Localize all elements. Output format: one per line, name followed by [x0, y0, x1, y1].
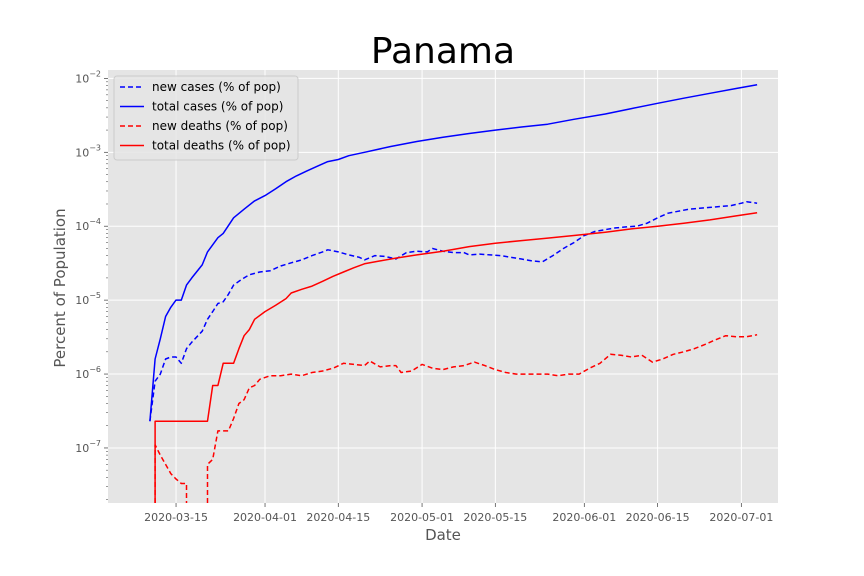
- x-tick-label: 2020-06-01: [552, 511, 616, 524]
- series-line-new-cases: [149, 200, 758, 422]
- axes: 10−7 10−6 10−5 10−4 10−3 10−2 2020-03-15 2020-0…: [75, 69, 773, 524]
- x-tick-label: 2020-06-15: [626, 511, 690, 524]
- legend-label-new-deaths: new deaths (% of pop): [152, 119, 288, 133]
- legend-label-total-deaths: total deaths (% of pop): [152, 139, 291, 153]
- series-layer: [149, 84, 758, 503]
- legend-label-new-cases: new cases (% of pop): [152, 80, 281, 94]
- legend-label-total-cases: total cases (% of pop): [152, 100, 283, 114]
- x-tick-label: 2020-05-15: [463, 511, 527, 524]
- y-tick-label: 10−4: [75, 217, 101, 233]
- x-tick-label: 2020-07-01: [709, 511, 773, 524]
- y-tick-label: 10−2: [75, 69, 101, 85]
- y-tick-label: 10−5: [75, 291, 101, 307]
- y-tick-label: 10−3: [75, 143, 101, 159]
- x-tick-label: 2020-04-15: [306, 511, 370, 524]
- y-axis-label: Percent of Population: [51, 208, 69, 367]
- x-tick-label: 2020-04-01: [233, 511, 297, 524]
- series-line-total-cases: [149, 84, 758, 422]
- series-line-new-deaths: [154, 444, 188, 503]
- chart-title: Panama: [371, 31, 515, 72]
- legend-box: [113, 75, 299, 161]
- y-tick-label: 10−7: [75, 439, 101, 455]
- legend: new cases (% of pop) total cases (% of po…: [113, 75, 299, 161]
- series-line-total-deaths: [154, 212, 758, 503]
- series-line-new-deaths: [206, 334, 758, 503]
- y-tick-label: 10−6: [75, 365, 101, 381]
- x-axis-label: Date: [425, 526, 461, 544]
- x-tick-label: 2020-05-01: [390, 511, 454, 524]
- x-tick-label: 2020-03-15: [144, 511, 208, 524]
